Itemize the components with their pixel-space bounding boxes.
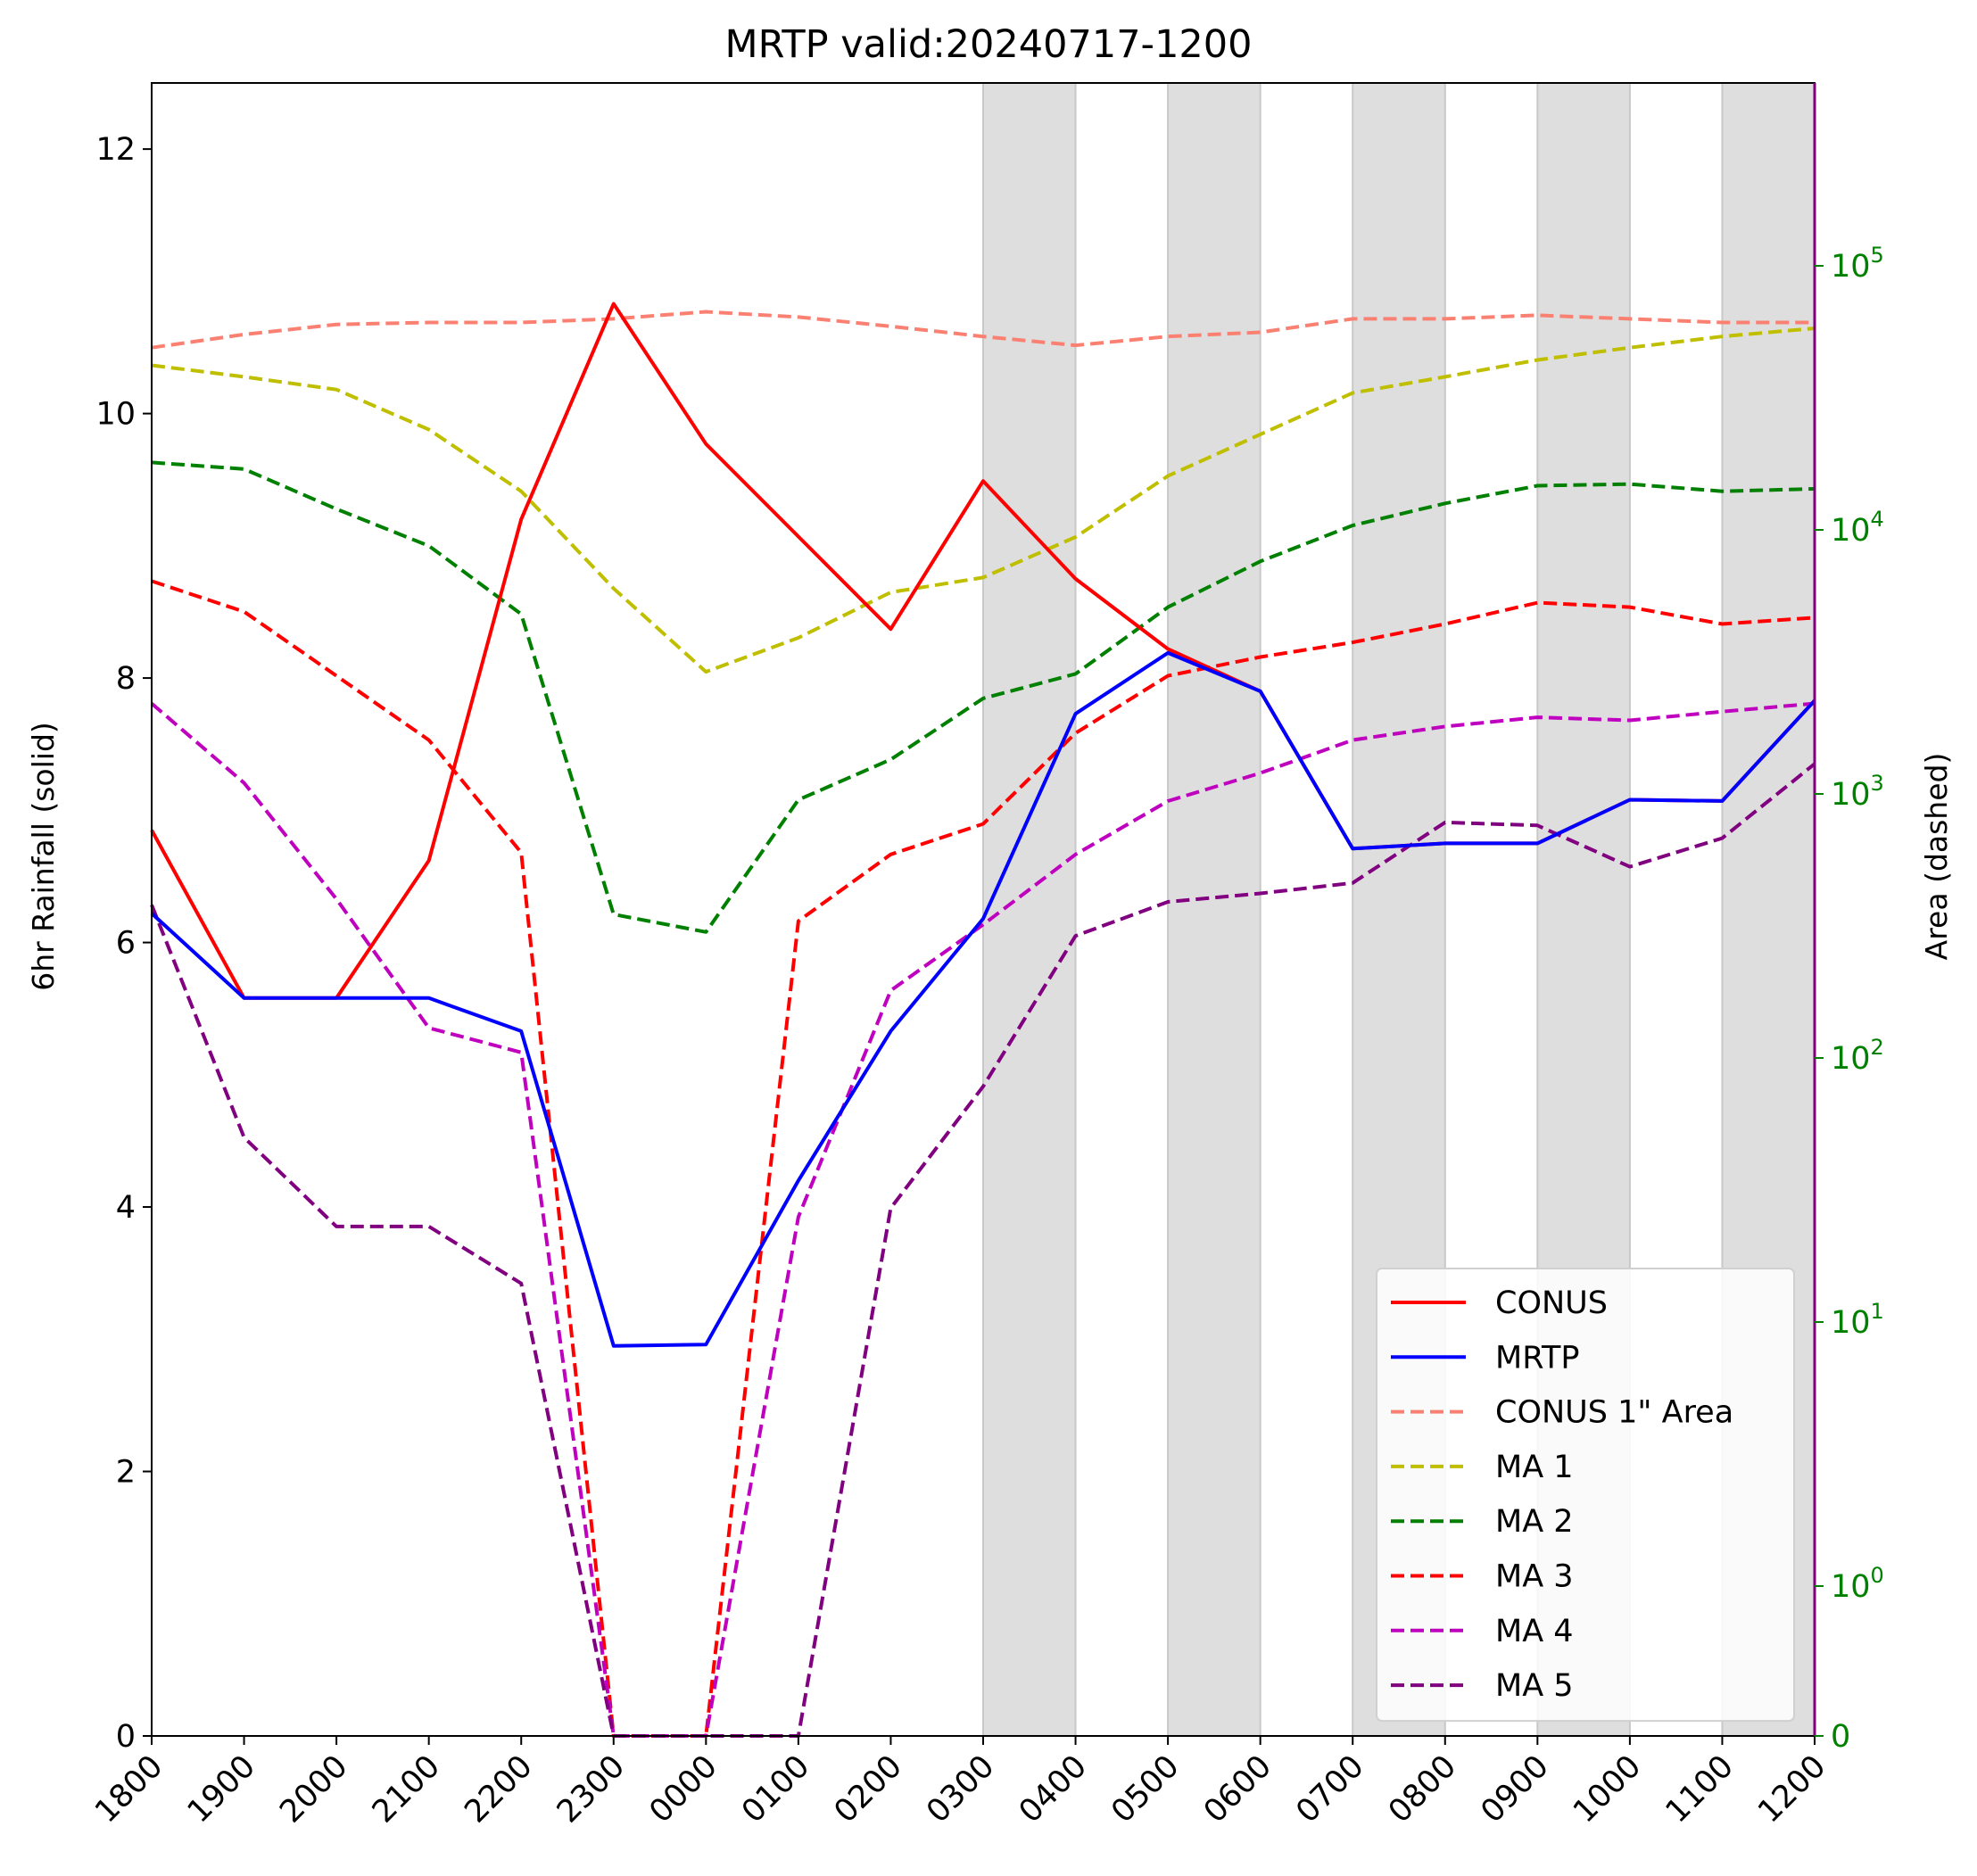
series-line-ma-1 (151, 326, 1816, 674)
y-axis-label-right: Area (dashed) (1919, 753, 1954, 961)
series-line-ma-4 (150, 701, 1816, 1738)
y-tick-label-right-0: 0 (1831, 1719, 1850, 1755)
y-tick-label-left-2: 2 (116, 1455, 136, 1491)
series-line-ma-5 (150, 762, 1816, 1738)
y-tick-label-left-6: 6 (116, 926, 136, 962)
shaded-band-0300-0400 (983, 83, 1076, 1736)
legend-label-ma-2: MA 2 (1495, 1504, 1574, 1540)
y-axis-label-left: 6hr Rainfall (solid) (26, 722, 61, 991)
series-line-mrtp (150, 650, 1816, 1348)
legend-label-mrtp: MRTP (1495, 1340, 1579, 1376)
y-tick-label-left-4: 4 (116, 1190, 136, 1226)
legend-label-ma-5: MA 5 (1495, 1668, 1574, 1704)
y-tick-label-left-12: 12 (95, 132, 136, 168)
chart-title: MRTP valid:20240717-1200 (725, 22, 1253, 67)
legend-label-conus-1-area: CONUS 1" Area (1495, 1395, 1733, 1431)
legend-label-ma-1: MA 1 (1495, 1450, 1574, 1485)
y-tick-label-left-10: 10 (95, 397, 136, 433)
legend-box (1376, 1268, 1795, 1723)
series-line-ma-2 (151, 460, 1816, 934)
series-line-conus-1-area (151, 310, 1815, 350)
y-tick-label-left-0: 0 (116, 1719, 136, 1755)
legend-label-ma-4: MA 4 (1495, 1614, 1574, 1649)
y-tick-label-right-100: 102 (1831, 1035, 1884, 1077)
shaded-band-0500-0600 (1168, 83, 1261, 1736)
legend-label-ma-3: MA 3 (1495, 1559, 1574, 1595)
legend: CONUS MRTP CONUS 1" Area MA 1 MA 2 MA 3 MA 4 MA… (1376, 1268, 1795, 1723)
series-lines (150, 302, 1816, 1738)
y-tick-label-left-8: 8 (116, 661, 136, 697)
series-line-ma-3 (151, 579, 1816, 1738)
legend-label-conus: CONUS (1495, 1285, 1608, 1321)
